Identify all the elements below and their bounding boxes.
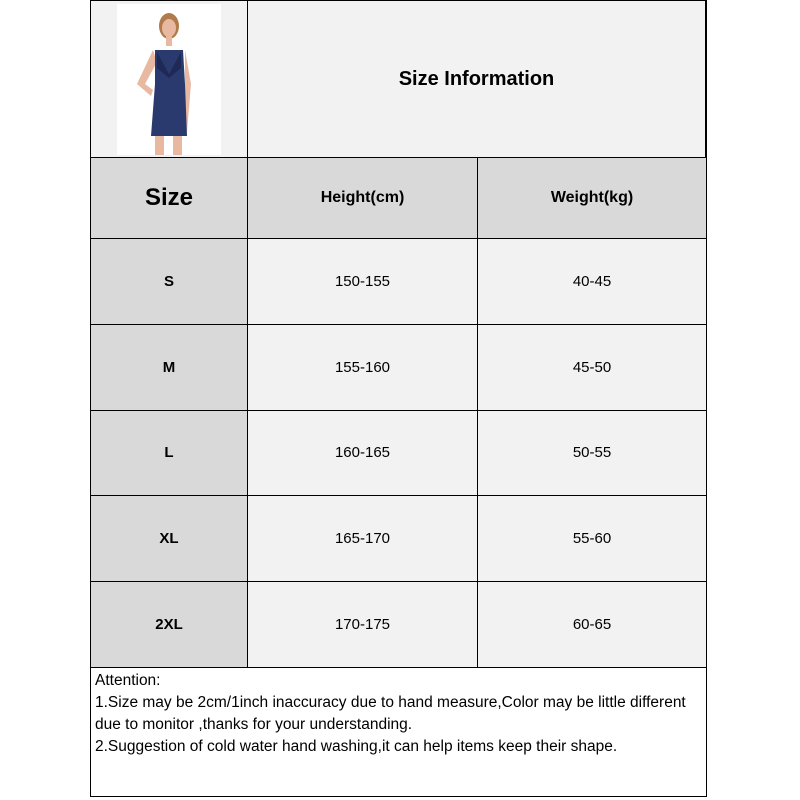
row-size: L (91, 410, 248, 497)
model-dress-image (137, 13, 191, 155)
header-height: Height(cm) (248, 158, 478, 239)
row-height: 170-175 (248, 582, 478, 668)
row-height: 155-160 (248, 324, 478, 411)
row-weight: 55-60 (478, 496, 706, 583)
size-chart: Size Information Size Height(cm) Weight(… (90, 0, 707, 797)
product-image-cell (91, 1, 248, 158)
row-size: S (91, 239, 248, 325)
header-size: Size (91, 158, 248, 239)
attention-note: Attention: 1.Size may be 2cm/1inch inacc… (91, 668, 706, 796)
chart-title: Size Information (248, 1, 706, 158)
row-size: 2XL (91, 582, 248, 668)
attention-label: Attention: (95, 672, 161, 689)
row-weight: 50-55 (478, 410, 706, 497)
row-height: 165-170 (248, 496, 478, 583)
header-weight: Weight(kg) (478, 158, 706, 239)
row-size: XL (91, 496, 248, 583)
row-weight: 45-50 (478, 324, 706, 411)
product-photo (117, 4, 221, 155)
attention-line-2: 2.Suggestion of cold water hand washing,… (95, 738, 618, 755)
row-weight: 60-65 (478, 582, 706, 668)
row-height: 150-155 (248, 239, 478, 325)
row-weight: 40-45 (478, 239, 706, 325)
row-size: M (91, 324, 248, 411)
attention-line-1: 1.Size may be 2cm/1inch inaccuracy due t… (95, 694, 686, 733)
row-height: 160-165 (248, 410, 478, 497)
